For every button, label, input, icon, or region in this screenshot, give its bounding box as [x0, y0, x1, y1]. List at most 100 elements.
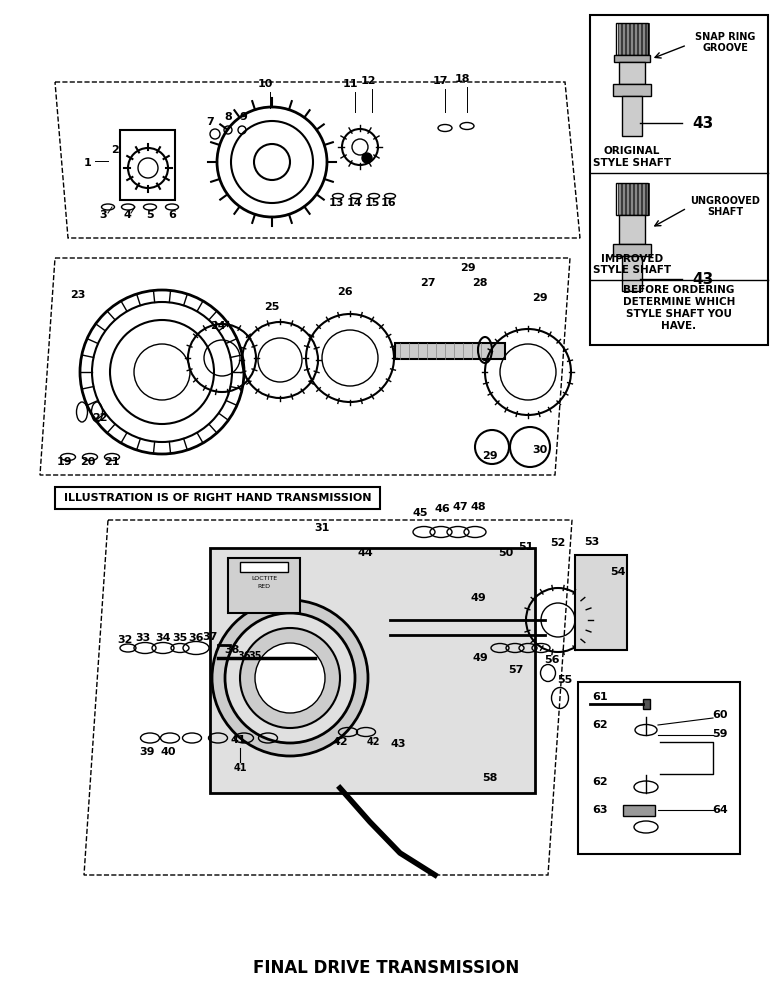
Bar — [240, 562, 288, 572]
Text: 21: 21 — [104, 457, 120, 467]
Text: 7: 7 — [206, 117, 214, 127]
Bar — [614, 55, 650, 62]
Text: 28: 28 — [472, 278, 488, 288]
Text: STYLE SHAFT: STYLE SHAFT — [593, 265, 671, 275]
Text: ILLUSTRATION IS OF RIGHT HAND TRANSMISSION: ILLUSTRATION IS OF RIGHT HAND TRANSMISSI… — [64, 493, 372, 503]
Bar — [55, 487, 380, 509]
Bar — [622, 256, 642, 291]
Text: DETERMINE WHICH: DETERMINE WHICH — [623, 297, 735, 307]
Text: 42: 42 — [366, 737, 380, 747]
Text: 30: 30 — [533, 445, 547, 455]
Text: 61: 61 — [592, 692, 608, 702]
Text: 29: 29 — [460, 263, 476, 273]
Text: FINAL DRIVE TRANSMISSION: FINAL DRIVE TRANSMISSION — [253, 959, 519, 977]
Text: 31: 31 — [314, 523, 330, 533]
Bar — [642, 23, 645, 55]
Text: 12: 12 — [361, 76, 376, 86]
Text: 17: 17 — [432, 76, 448, 86]
Text: LOCTITE: LOCTITE — [251, 576, 277, 580]
Bar — [630, 183, 633, 215]
Text: 19: 19 — [57, 457, 73, 467]
Circle shape — [240, 628, 340, 728]
Text: 14: 14 — [346, 198, 362, 208]
Bar — [618, 183, 621, 215]
Text: SNAP RING: SNAP RING — [695, 32, 755, 42]
Text: 55: 55 — [557, 675, 573, 685]
Text: 45: 45 — [412, 508, 428, 518]
Text: 29: 29 — [482, 451, 498, 461]
Bar — [613, 244, 651, 256]
Text: 42: 42 — [332, 737, 348, 747]
Bar — [622, 96, 642, 136]
Text: 16: 16 — [380, 198, 396, 208]
Text: 64: 64 — [712, 805, 728, 815]
Text: 40: 40 — [161, 747, 176, 757]
Text: 29: 29 — [532, 293, 548, 303]
Bar — [622, 183, 625, 215]
Text: 32: 32 — [117, 635, 133, 645]
Text: 59: 59 — [713, 729, 728, 739]
Bar — [646, 183, 649, 215]
Bar — [619, 62, 645, 84]
Bar — [578, 682, 740, 854]
Bar — [575, 555, 627, 650]
Bar — [626, 183, 629, 215]
Text: 49: 49 — [472, 653, 488, 663]
Text: 38: 38 — [225, 645, 239, 655]
Text: UNGROOVED: UNGROOVED — [690, 196, 760, 206]
Text: 22: 22 — [92, 413, 108, 423]
Bar — [638, 23, 641, 55]
Text: 37: 37 — [202, 632, 218, 642]
Text: 8: 8 — [224, 112, 232, 122]
Text: 51: 51 — [518, 542, 533, 552]
Bar — [622, 23, 625, 55]
Text: SHAFT: SHAFT — [707, 207, 743, 217]
Text: 62: 62 — [592, 777, 608, 787]
Text: HAVE.: HAVE. — [662, 321, 696, 331]
Text: 36: 36 — [237, 651, 251, 661]
Text: IMPROVED: IMPROVED — [601, 254, 663, 264]
Bar — [210, 548, 535, 793]
Text: 62: 62 — [592, 720, 608, 730]
Text: 10: 10 — [257, 79, 273, 89]
Text: 15: 15 — [364, 198, 380, 208]
Bar — [616, 183, 648, 215]
Bar — [590, 15, 768, 345]
Bar — [630, 23, 633, 55]
Text: 39: 39 — [139, 747, 154, 757]
Circle shape — [212, 600, 368, 756]
Text: 11: 11 — [342, 79, 357, 89]
Text: 9: 9 — [239, 112, 247, 122]
Text: STYLE SHAFT: STYLE SHAFT — [593, 158, 671, 168]
Text: BEFORE ORDERING: BEFORE ORDERING — [623, 285, 735, 295]
Text: 41: 41 — [230, 735, 245, 745]
Text: 20: 20 — [80, 457, 96, 467]
Text: RED: RED — [258, 584, 270, 589]
Text: 48: 48 — [470, 502, 486, 512]
Circle shape — [225, 613, 355, 743]
Text: 54: 54 — [610, 567, 626, 577]
Bar — [619, 215, 645, 244]
Text: 24: 24 — [210, 321, 226, 331]
Text: 60: 60 — [713, 710, 728, 720]
Text: STYLE SHAFT YOU: STYLE SHAFT YOU — [626, 309, 732, 319]
Text: 13: 13 — [328, 198, 344, 208]
Text: 41: 41 — [233, 763, 247, 773]
Text: 47: 47 — [452, 502, 468, 512]
Bar — [228, 558, 300, 613]
Bar — [613, 84, 651, 96]
Bar — [642, 183, 645, 215]
Text: 34: 34 — [155, 633, 171, 643]
Bar — [395, 343, 505, 359]
Text: 27: 27 — [420, 278, 435, 288]
Text: 6: 6 — [168, 210, 176, 220]
Bar — [646, 23, 649, 55]
Text: 53: 53 — [584, 537, 600, 547]
Text: 18: 18 — [454, 74, 469, 84]
Text: 58: 58 — [482, 773, 498, 783]
Text: 49: 49 — [470, 593, 486, 603]
Text: 56: 56 — [544, 655, 560, 665]
Text: 52: 52 — [550, 538, 566, 548]
Text: 36: 36 — [188, 633, 204, 643]
Text: 35: 35 — [172, 633, 188, 643]
